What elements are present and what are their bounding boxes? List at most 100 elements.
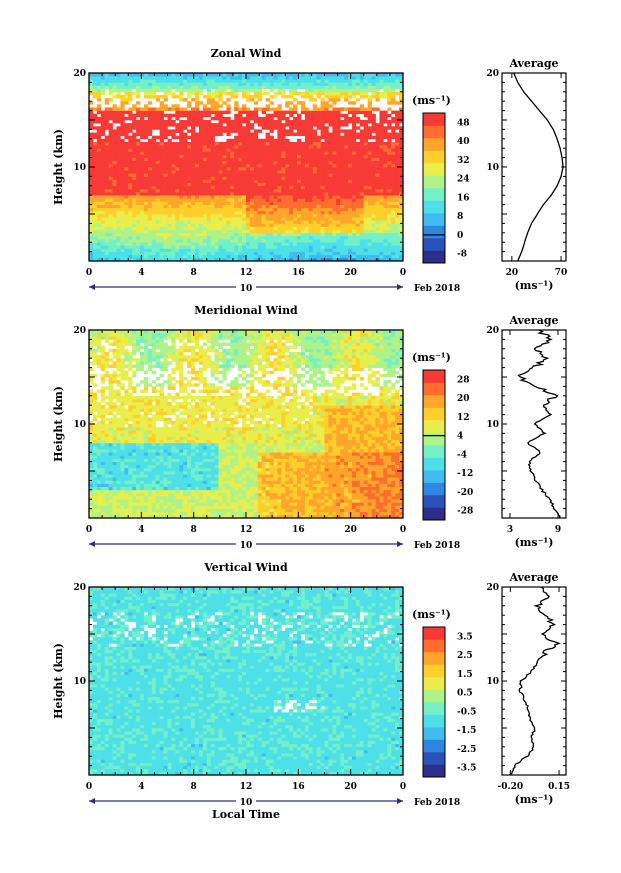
heatmap-cell <box>387 173 392 177</box>
heatmap-cell <box>89 167 94 171</box>
heatmap-cell <box>159 145 164 149</box>
heatmap-cell <box>167 204 172 209</box>
heatmap-cell <box>210 188 215 193</box>
heatmap-cell <box>175 248 180 252</box>
heatmap-cell <box>371 73 376 77</box>
heatmap-cell <box>108 395 113 400</box>
heatmap-cell <box>391 217 396 221</box>
heatmap-cell <box>92 511 98 516</box>
heatmap-cell <box>375 207 380 212</box>
heatmap-cell <box>253 170 259 174</box>
heatmap-cell <box>387 198 392 202</box>
heatmap-cell <box>96 98 102 102</box>
colorbar-tick-label: 24 <box>457 175 470 185</box>
heatmap-cell <box>143 94 149 99</box>
heatmap-cell <box>171 185 176 190</box>
heatmap-cell <box>297 235 302 240</box>
heatmap-cell <box>312 245 317 249</box>
heatmap-cell <box>277 91 282 96</box>
heatmap-cell <box>100 229 106 234</box>
heatmap-cell <box>363 110 369 115</box>
heatmap-cell <box>359 85 365 90</box>
heatmap-cell <box>308 217 314 221</box>
heatmap-cell <box>183 110 188 115</box>
heatmap-cell <box>300 192 306 196</box>
heatmap-cell <box>124 223 129 227</box>
heatmap-cell <box>348 157 353 162</box>
heatmap-cell <box>253 214 259 218</box>
heatmap-cell <box>300 182 306 187</box>
heatmap-cell <box>363 201 369 205</box>
heatmap-cell <box>328 195 333 199</box>
heatmap-cell <box>375 223 380 227</box>
heatmap-cell <box>167 192 172 196</box>
heatmap-cell <box>273 239 278 243</box>
heatmap-cell <box>100 123 106 127</box>
heatmap-cell <box>179 198 184 202</box>
heatmap-cell <box>277 179 282 184</box>
heatmap-cell <box>124 88 129 93</box>
heatmap-cell <box>124 207 129 212</box>
heatmap-cell <box>147 94 153 99</box>
heatmap-cell <box>112 157 117 162</box>
heatmap-cell <box>387 82 392 86</box>
heatmap-cell <box>104 386 109 390</box>
heatmap-cell <box>355 79 361 83</box>
heatmap-cell <box>285 239 290 243</box>
heatmap-cell <box>316 148 321 152</box>
heatmap-cell <box>312 113 317 118</box>
heatmap-cell <box>289 235 294 240</box>
heatmap-cell <box>304 254 310 259</box>
heatmap-cell <box>163 107 168 111</box>
heatmap-cell <box>108 192 113 196</box>
heatmap-cell <box>297 173 302 177</box>
heatmap-cell <box>324 201 329 205</box>
heatmap-cell <box>183 113 188 118</box>
heatmap-cell <box>124 110 129 115</box>
heatmap-cell <box>348 204 353 209</box>
heatmap-cell <box>300 107 306 111</box>
heatmap-cell <box>293 167 298 171</box>
heatmap-cell <box>308 94 314 99</box>
heatmap-cell <box>116 483 121 488</box>
heatmap-cell <box>249 192 255 196</box>
heatmap-cell <box>116 145 121 149</box>
heatmap-cell <box>187 88 192 93</box>
heatmap-cell <box>383 257 388 262</box>
heatmap-cell <box>163 185 168 190</box>
heatmap-cell <box>367 198 372 202</box>
heatmap-cell <box>120 173 125 177</box>
heatmap-cell <box>183 141 188 146</box>
heatmap-cell <box>320 220 325 224</box>
heatmap-cell <box>187 210 192 215</box>
heatmap-cell <box>246 123 251 127</box>
heatmap-cell <box>363 173 369 177</box>
heatmap-cell <box>308 226 314 231</box>
heatmap-cell <box>281 110 286 115</box>
heatmap-cell <box>383 167 388 171</box>
heatmap-cell <box>351 214 357 218</box>
heatmap-cell <box>261 242 266 246</box>
heatmap-cell <box>202 226 208 231</box>
heatmap-cell <box>277 116 282 121</box>
heatmap-cell <box>351 107 357 111</box>
heatmap-cell <box>100 511 106 516</box>
heatmap-cell <box>355 226 361 231</box>
heatmap-cell <box>163 126 168 130</box>
profile-x-tick-label: 70 <box>555 268 568 278</box>
heatmap-cell <box>222 91 227 96</box>
heatmap-cell <box>214 132 219 137</box>
heatmap-cell <box>96 198 102 202</box>
heatmap-cell <box>159 204 164 209</box>
heatmap-cell <box>210 76 215 80</box>
heatmap-cell <box>316 195 321 199</box>
heatmap-cell <box>210 101 215 105</box>
heatmap-cell <box>336 138 341 143</box>
heatmap-cell <box>265 157 270 162</box>
heatmap-cell <box>379 126 384 130</box>
heatmap-cell <box>155 163 160 168</box>
heatmap-cell <box>171 210 176 215</box>
heatmap-cell <box>155 210 160 215</box>
heatmap-cell <box>179 113 184 118</box>
heatmap-cell <box>304 73 310 77</box>
